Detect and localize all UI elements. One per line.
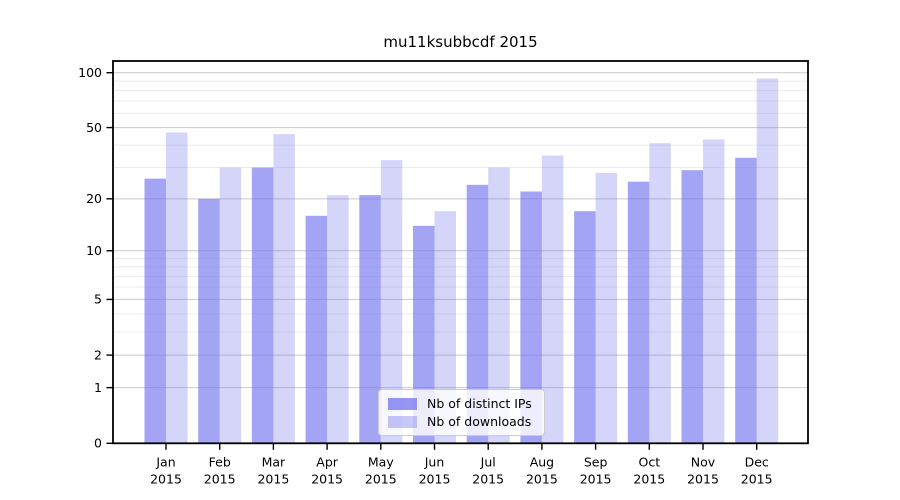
bar-sep-series1 xyxy=(595,172,618,444)
bar-dec-series0 xyxy=(735,157,757,444)
x-tick-label-month: Jul xyxy=(480,454,496,469)
bar-jul-series0 xyxy=(466,184,489,444)
bar-apr-series0 xyxy=(305,215,328,444)
plot-border xyxy=(112,60,809,445)
bar-mar-series1 xyxy=(273,134,295,444)
x-tick-label-year: 2015 xyxy=(311,471,343,486)
bar-jan-series1 xyxy=(166,132,188,444)
x-tick-label-year: 2015 xyxy=(365,471,397,486)
x-tick-label-year: 2015 xyxy=(419,471,451,486)
y-tick-label: 100 xyxy=(78,65,102,80)
x-tick-label-month: May xyxy=(368,454,394,469)
bar-aug-series1 xyxy=(541,155,564,444)
x-tick-label-year: 2015 xyxy=(257,471,289,486)
bar-may-series0 xyxy=(359,195,381,444)
bar-jan-series0 xyxy=(144,178,166,444)
y-tick-label: 0 xyxy=(94,436,102,451)
x-tick-label-year: 2015 xyxy=(580,471,612,486)
legend-swatch-0 xyxy=(388,397,417,410)
x-tick-label-year: 2015 xyxy=(687,471,719,486)
x-tick-label-year: 2015 xyxy=(633,471,665,486)
bar-sep-series0 xyxy=(574,211,596,444)
legend-item-distinct-ips: Nb of distinct IPs xyxy=(388,395,544,411)
bar-feb-series0 xyxy=(198,198,220,444)
x-tick-label-year: 2015 xyxy=(741,471,773,486)
bar-feb-series1 xyxy=(219,167,242,444)
bar-jun-series1 xyxy=(434,211,456,444)
x-tick-label-year: 2015 xyxy=(150,471,182,486)
x-tick-label-month: Mar xyxy=(262,454,286,469)
x-tick-label-month: Sep xyxy=(584,454,608,469)
y-tick-label: 2 xyxy=(94,347,102,362)
x-tick-label-year: 2015 xyxy=(472,471,504,486)
bar-oct-series0 xyxy=(627,181,650,444)
x-tick-label-month: Jan xyxy=(155,454,175,469)
y-tick-label: 5 xyxy=(94,292,102,307)
bar-jun-series0 xyxy=(413,225,435,444)
legend-swatch-1 xyxy=(388,415,417,428)
y-tick-label: 50 xyxy=(86,120,102,135)
bar-nov-series0 xyxy=(681,170,703,444)
bar-jul-series1 xyxy=(488,167,510,444)
legend-item-downloads: Nb of downloads xyxy=(388,413,544,429)
x-tick-label-year: 2015 xyxy=(526,471,558,486)
bar-dec-series1 xyxy=(756,78,779,444)
legend: Nb of distinct IPs Nb of downloads xyxy=(378,389,545,436)
x-tick-label-month: Oct xyxy=(638,454,660,469)
bar-oct-series1 xyxy=(649,143,671,444)
x-tick-label-month: Nov xyxy=(691,454,716,469)
bar-mar-series0 xyxy=(251,167,274,444)
y-tick-label: 10 xyxy=(86,243,102,258)
bar-nov-series1 xyxy=(703,139,725,444)
bar-aug-series0 xyxy=(520,191,542,444)
x-tick-label-month: Jun xyxy=(424,454,445,469)
chart-title: mu11ksubbcdf 2015 xyxy=(383,33,538,51)
y-tick-label: 20 xyxy=(86,191,102,206)
bar-may-series1 xyxy=(380,160,403,444)
x-tick-label-month: Feb xyxy=(209,454,231,469)
legend-label: Nb of downloads xyxy=(427,413,532,429)
x-tick-label-month: Aug xyxy=(530,454,554,469)
x-tick-label-month: Apr xyxy=(316,454,338,469)
x-tick-label-year: 2015 xyxy=(204,471,236,486)
y-tick-label: 1 xyxy=(94,380,102,395)
x-tick-label-month: Dec xyxy=(745,454,769,469)
bar-apr-series1 xyxy=(327,195,349,444)
legend-label: Nb of distinct IPs xyxy=(427,395,532,411)
